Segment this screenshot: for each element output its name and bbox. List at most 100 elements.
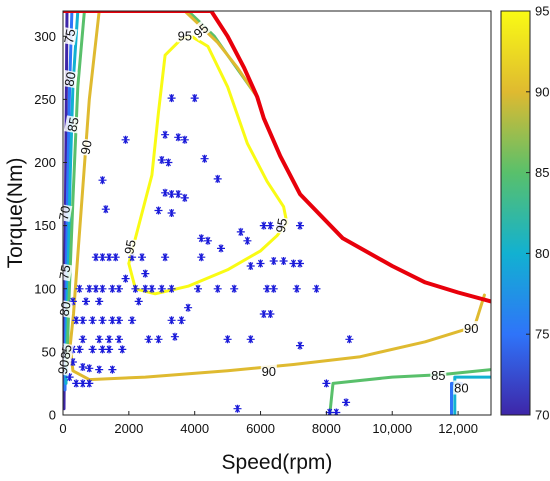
operating-point-marker	[236, 227, 245, 236]
operating-point-marker	[292, 284, 301, 293]
operating-point-marker	[157, 284, 166, 293]
contour-label: 80	[61, 69, 79, 89]
operating-point-marker	[200, 154, 209, 163]
contour-label-text: 85	[64, 116, 81, 133]
operating-point-marker	[342, 398, 351, 407]
operating-point-marker	[144, 335, 153, 344]
x-tick-label: 8000	[312, 421, 341, 436]
operating-point-marker	[296, 341, 304, 350]
operating-point-marker	[95, 335, 104, 344]
contour-label-text: 90	[262, 364, 276, 379]
operating-point-marker	[213, 174, 222, 183]
operating-point-marker	[121, 135, 130, 144]
operating-point-marker	[161, 253, 170, 262]
y-tick-label: 150	[34, 218, 56, 233]
contour-label: 95	[190, 19, 211, 41]
operating-point-marker	[203, 236, 212, 245]
operating-point-marker	[256, 259, 265, 268]
contour-label-text: 90	[55, 358, 72, 375]
operating-point-marker	[266, 221, 275, 230]
operating-point-marker	[167, 209, 176, 217]
operating-point-marker	[154, 206, 163, 215]
operating-point-marker	[157, 156, 166, 164]
contour-line-85	[328, 368, 491, 415]
contour-line-90	[183, 11, 259, 99]
operating-point-marker	[167, 316, 176, 325]
contour-label: 90	[54, 357, 72, 376]
operating-point-marker	[259, 221, 268, 230]
operating-point-marker	[161, 130, 170, 139]
y-tick-label: 300	[34, 29, 56, 44]
contour-label-text: 95	[273, 217, 290, 234]
contour-label-text: 95	[178, 28, 192, 43]
operating-point-marker	[85, 284, 94, 293]
operating-point-marker	[246, 262, 255, 270]
operating-point-marker	[131, 284, 140, 293]
operating-point-marker	[98, 316, 107, 325]
operating-point-marker	[88, 345, 97, 354]
operating-point-marker	[88, 316, 97, 325]
contour-label: 75	[56, 263, 73, 282]
operating-point-marker	[101, 205, 110, 214]
operating-point-marker	[167, 190, 176, 199]
operating-point-marker	[115, 335, 123, 344]
operating-point-marker	[180, 135, 189, 144]
contour-label: 90	[463, 321, 480, 336]
x-tick-label: 12,000	[438, 421, 478, 436]
contour-label-text: 85	[431, 368, 445, 383]
operating-point-marker	[82, 297, 90, 306]
operating-point-marker	[115, 284, 123, 293]
operating-point-marker	[85, 379, 94, 388]
operating-point-marker	[296, 259, 304, 268]
operating-point-marker	[230, 284, 239, 293]
operating-point-marker	[259, 310, 268, 318]
y-axis: 0 50 100 150 200 250 300	[34, 29, 67, 423]
operating-point-marker	[78, 363, 87, 371]
contour-line-80	[453, 375, 491, 415]
contour-line-95	[127, 34, 289, 296]
contour-label-text: 80	[454, 381, 468, 396]
colorbar-axis: 70 75 80 85 90 95	[526, 4, 549, 423]
y-tick-label: 0	[49, 408, 56, 423]
contour-label-text: 70	[56, 204, 73, 221]
operating-point-marker	[147, 284, 156, 293]
colorbar-tick-label: 85	[535, 165, 549, 180]
x-tick-label: 0	[59, 421, 66, 436]
operating-point-marker	[190, 94, 199, 103]
torque-envelope-line	[63, 11, 491, 304]
operating-point-marker	[108, 316, 117, 325]
operating-point-marker	[184, 303, 193, 312]
operating-point-marker	[233, 404, 242, 413]
y-tick-label: 100	[34, 281, 56, 296]
contour-label-text: 80	[56, 300, 73, 317]
contour-label-text: 90	[464, 321, 478, 336]
contour-label: 85	[430, 367, 447, 383]
plot-frame	[62, 10, 492, 416]
operating-point-marker	[246, 335, 255, 344]
x-tick-label: 10,000	[372, 421, 412, 436]
operating-point-marker	[332, 408, 341, 415]
operating-point-marker	[141, 269, 150, 278]
contour-label: 85	[64, 115, 82, 134]
operating-point-marker	[243, 236, 252, 245]
colorbar-tick-label: 90	[535, 84, 549, 99]
operating-point-marker	[322, 379, 331, 388]
operating-point-marker	[105, 345, 114, 354]
colorbar-tick-label: 80	[535, 246, 549, 261]
operating-point-marker	[289, 259, 298, 268]
operating-point-marker	[134, 297, 143, 306]
operating-point-marker	[108, 365, 117, 374]
operating-point-marker	[167, 284, 176, 293]
x-axis: 0 2000 4000 6000 8000 10,000 12,000	[59, 411, 478, 436]
operating-point-marker	[180, 193, 189, 202]
operating-point-marker	[213, 284, 222, 293]
contour-label-text: 75	[56, 264, 73, 281]
operating-point-marker	[65, 373, 74, 382]
operating-point-marker	[85, 364, 94, 373]
operating-point-marker	[174, 190, 183, 199]
scatter-layer	[65, 94, 354, 415]
colorbar-tick-label: 75	[535, 327, 549, 342]
operating-point-marker	[95, 365, 104, 374]
